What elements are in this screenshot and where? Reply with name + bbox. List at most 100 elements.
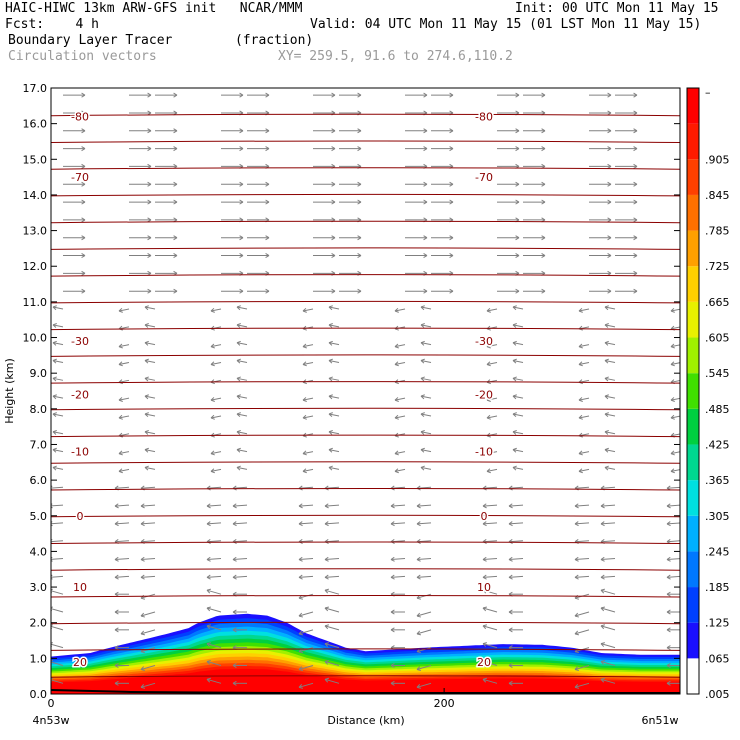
temperature-contour: [51, 568, 680, 571]
circulation-vector-head: [420, 465, 425, 471]
circulation-vector-head: [700, 271, 703, 275]
circulation-vector-head: [236, 376, 241, 382]
circulation-vector-head: [633, 288, 638, 294]
contour-label: -80: [71, 111, 89, 124]
x-tick-label: 200: [434, 697, 455, 710]
circulation-vector-head: [265, 181, 270, 187]
circulation-vector-head: [236, 412, 241, 418]
y-tick-label: 11.0: [23, 296, 48, 309]
circulation-vector: [324, 643, 340, 649]
circulation-vector: [206, 486, 222, 489]
contour-label: -70: [475, 171, 493, 184]
temperature-contour: [51, 327, 680, 331]
y-tick-label: 17.0: [23, 82, 48, 95]
circulation-vector: [574, 575, 590, 578]
temperature-contour: [51, 300, 680, 304]
circulation-vector-head: [670, 468, 675, 474]
circulation-vector: [210, 451, 222, 455]
circulation-vector: [302, 451, 314, 455]
circulation-vector-head: [147, 128, 152, 134]
circulation-vector-head: [420, 376, 425, 382]
header-field-name: Boundary Layer Tracer (fraction): [8, 33, 314, 48]
circulation-vector-head: [666, 627, 671, 633]
circulation-vector: [390, 558, 406, 561]
circulation-vector-head: [140, 630, 145, 636]
circulation-vector: [140, 504, 156, 507]
circulation-vector-head: [449, 181, 454, 187]
colorbar-label: .725: [705, 260, 730, 273]
circulation-vector-head: [298, 630, 303, 636]
circulation-vector-head: [574, 612, 579, 618]
circulation-vector: [482, 486, 498, 489]
circulation-vector-head: [666, 503, 671, 509]
circulation-vector: [114, 558, 130, 561]
circulation-vector-head: [600, 606, 605, 612]
circulation-vector-head: [394, 468, 399, 474]
circulation-vector-head: [302, 450, 307, 456]
circulation-vector: [574, 522, 590, 525]
circulation-vector: [600, 522, 616, 525]
colorbar-swatch: [687, 622, 699, 659]
circulation-vector: [140, 558, 156, 561]
circulation-vector: [578, 308, 590, 312]
circulation-vector: [206, 558, 222, 561]
circulation-vector-head: [604, 376, 609, 382]
circulation-vector: [394, 451, 406, 455]
circulation-vector-head: [604, 394, 609, 400]
circulation-vector: [416, 647, 432, 653]
circulation-vector: [232, 540, 248, 543]
circulation-vector-head: [324, 574, 329, 580]
circulation-vector-head: [666, 680, 671, 686]
circulation-vector-head: [390, 680, 395, 686]
circulation-vector-head: [147, 146, 152, 152]
circulation-vector: [604, 413, 616, 417]
circulation-vector-head: [331, 199, 336, 205]
circulation-vector-head: [302, 414, 307, 420]
circulation-vector: [600, 575, 616, 578]
circulation-vector: [604, 377, 616, 381]
circulation-vector: [206, 589, 222, 595]
circulation-vector-head: [600, 659, 605, 665]
circulation-vector: [232, 558, 248, 561]
circulation-vector: [420, 324, 432, 328]
circulation-vector-head: [357, 253, 362, 259]
circulation-vector-head: [390, 521, 395, 527]
circulation-vector-head: [607, 235, 612, 241]
circulation-vector-head: [140, 574, 145, 580]
circulation-vector-head: [232, 574, 237, 580]
temperature-contour: [51, 648, 680, 651]
circulation-vector: [600, 607, 616, 613]
circulation-vector-head: [633, 92, 638, 98]
circulation-vector: [236, 324, 248, 328]
circulation-vector-head: [331, 92, 336, 98]
circulation-vector: [298, 558, 314, 561]
circulation-vector: [236, 466, 248, 470]
circulation-vector-head: [390, 627, 395, 633]
circulation-vector: [604, 359, 616, 363]
circulation-vector-head: [541, 235, 546, 241]
circulation-vector: [508, 522, 524, 525]
circulation-vector: [324, 678, 340, 684]
circulation-vector-head: [482, 606, 487, 612]
circulation-vector-head: [423, 235, 428, 241]
circulation-vector-head: [81, 199, 86, 205]
colorbar-swatch: [687, 408, 699, 445]
circulation-vector-head: [541, 128, 546, 134]
circulation-vector-head: [416, 684, 421, 689]
colorbar-swatch: [687, 480, 699, 516]
circulation-vector: [298, 647, 314, 653]
circulation-vector-head: [633, 253, 638, 259]
circulation-vector-head: [515, 288, 520, 294]
circulation-vector: [666, 522, 680, 525]
colorbar-label: .425: [705, 438, 730, 451]
circulation-vector-head: [423, 146, 428, 152]
circulation-vector-head: [206, 556, 211, 562]
circulation-vector: [52, 431, 64, 435]
circulation-vector-head: [700, 93, 703, 97]
temperature-contour: [51, 595, 680, 598]
circulation-vector-head: [574, 574, 579, 580]
plot-frame: [50, 87, 681, 695]
circulation-vector-head: [633, 128, 638, 134]
circulation-vector: [420, 449, 432, 453]
circulation-vector-head: [604, 305, 609, 311]
